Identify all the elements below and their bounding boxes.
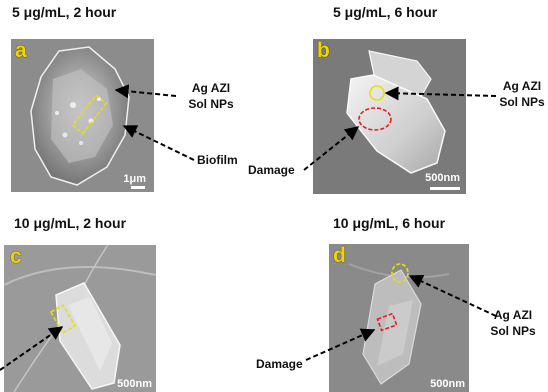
ag-azi-label-d-line2: Sol NPs — [490, 324, 536, 338]
ag-azi-label-a-line2: Sol NPs — [188, 97, 234, 111]
sem-image-b — [313, 39, 466, 194]
sem-image-a — [11, 39, 154, 192]
sem-panel-b: b 500nm — [313, 39, 466, 194]
ag-azi-label-d-line1: Ag AZI — [493, 308, 533, 322]
np-marker-b — [369, 85, 385, 101]
panel-c-title: 10 μg/mL, 2 hour — [14, 215, 127, 231]
panel-a-title: 5 μg/mL, 2 hour — [12, 4, 117, 20]
damage-label-d: Damage — [256, 357, 303, 371]
panel-a-scale-bar — [131, 186, 145, 189]
sem-panel-c: c 500nm — [4, 245, 156, 392]
np-marker-a — [71, 94, 108, 135]
ag-azi-label-a: Ag AZI Sol NPs — [176, 80, 246, 112]
panel-b-scale-bar — [430, 187, 460, 190]
ag-azi-label-a-line1: Ag AZI — [191, 81, 231, 95]
damage-marker-b — [358, 107, 392, 131]
panel-d-letter: d — [333, 244, 346, 267]
panel-b-title: 5 μg/mL, 6 hour — [333, 4, 438, 20]
ag-azi-label-b-line2: Sol NPs — [499, 95, 545, 109]
biofilm-label: Biofilm — [197, 153, 238, 167]
panel-c-letter: c — [10, 245, 22, 268]
panel-b-scale-label: 500nm — [425, 172, 460, 184]
sem-image-c — [4, 245, 156, 392]
panel-a-letter: a — [15, 39, 27, 62]
panel-b-letter: b — [317, 39, 330, 62]
panel-a-scale-label: 1μm — [123, 173, 146, 185]
np-marker-c — [49, 304, 77, 334]
ag-azi-label-b: Ag AZI Sol NPs — [498, 78, 546, 110]
damage-label-b: Damage — [248, 163, 295, 177]
sem-panel-d: d 500nm — [329, 244, 469, 392]
panel-d-scale-label: 500nm — [430, 378, 465, 390]
ag-azi-label-d: Ag AZI Sol NPs — [486, 307, 540, 339]
np-marker-d — [391, 263, 409, 283]
panel-c-scale-label: 500nm — [117, 378, 152, 390]
panel-d-title: 10 μg/mL, 6 hour — [333, 215, 446, 231]
sem-panel-a: a 1μm — [11, 39, 154, 192]
sem-image-d — [329, 244, 469, 392]
ag-azi-label-b-line1: Ag AZI — [502, 79, 542, 93]
